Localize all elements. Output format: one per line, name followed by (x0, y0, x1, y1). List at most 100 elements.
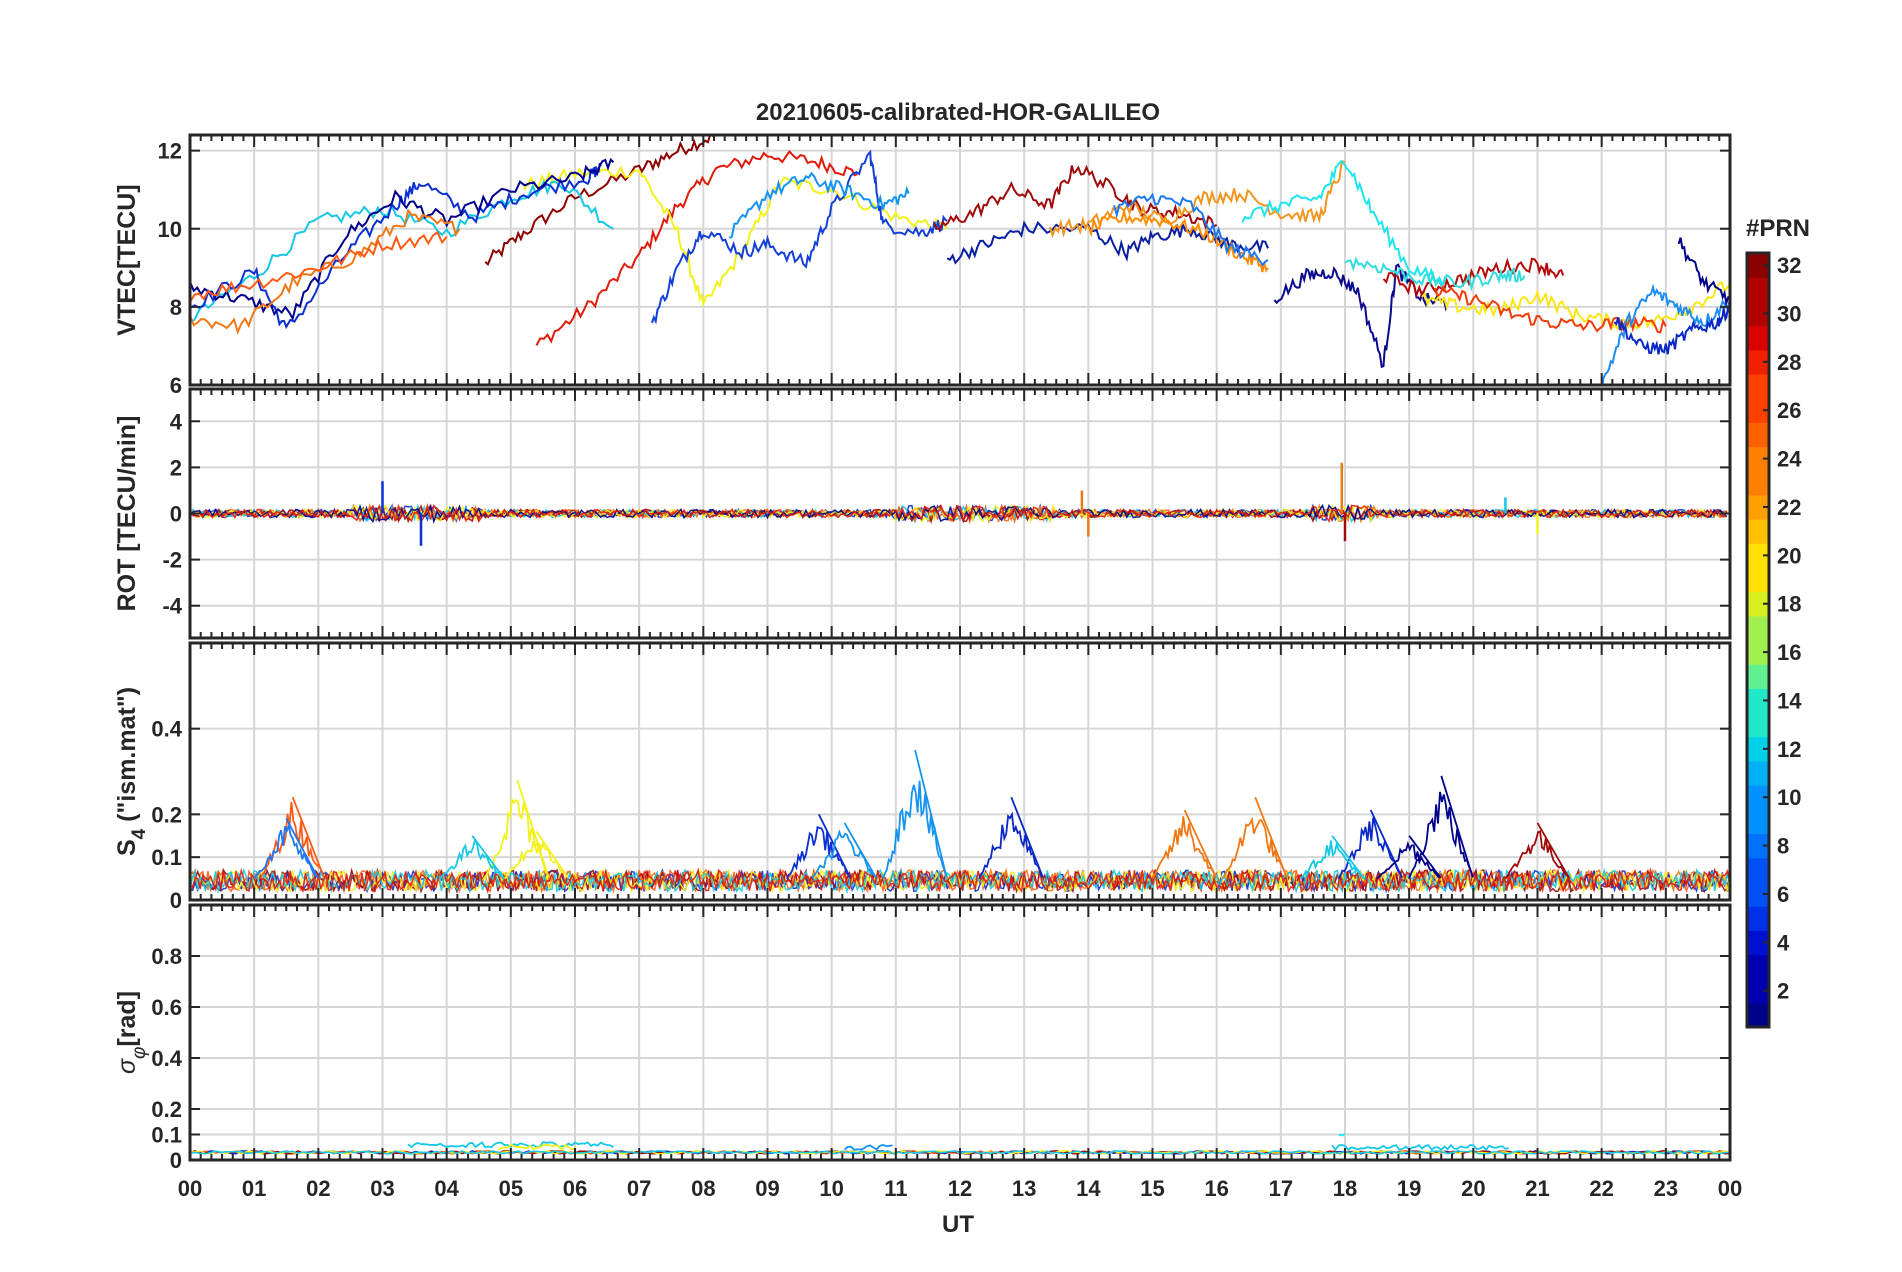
colorbar-cell (1747, 446, 1769, 472)
colorbar-title: #PRN (1746, 215, 1810, 242)
colorbar-cell (1747, 398, 1769, 423)
y-tick-label: 6 (170, 373, 182, 398)
colorbar-tick-label: 20 (1777, 543, 1801, 568)
x-tick-label: 09 (755, 1176, 779, 1201)
colorbar-cell (1747, 785, 1769, 810)
y-tick-label: 0.1 (151, 845, 182, 870)
colorbar-tick-label: 16 (1777, 640, 1801, 665)
x-tick-label: 02 (306, 1176, 330, 1201)
x-tick-label: 07 (627, 1176, 651, 1201)
plot-area (190, 135, 1730, 385)
x-tick-label: 17 (1269, 1176, 1293, 1201)
colorbar-cell (1747, 833, 1769, 859)
colorbar-cell (1747, 494, 1769, 520)
colorbar-cell (1747, 688, 1769, 714)
chart-title: 20210605-calibrated-HOR-GALILEO (756, 99, 1160, 126)
y-label-rest: [rad] (113, 991, 141, 1047)
s4-spike (1504, 822, 1570, 880)
vtec-series-line (522, 165, 949, 308)
s4-spike (978, 796, 1044, 879)
y-tick-label: 0 (170, 502, 182, 527)
colorbar-cell (1747, 615, 1769, 641)
x-axis-label: UT (942, 1211, 974, 1238)
colorbar-cell (1747, 543, 1769, 569)
s4-spike (1222, 796, 1288, 880)
colorbar-cell (1747, 930, 1769, 956)
y-axis-label: VTEC[TECU] (113, 184, 141, 335)
colorbar-tick-label: 4 (1777, 930, 1790, 955)
y-tick-label: 0.2 (151, 1097, 182, 1122)
colorbar-cell (1747, 857, 1769, 883)
x-tick-label: 00 (1718, 1176, 1742, 1201)
rot-series-line (190, 503, 1728, 525)
vtec-series-line (933, 164, 1218, 231)
vtec-series-line (190, 157, 615, 322)
vtec-series-line (1241, 159, 1449, 288)
vtec-series-line (1382, 257, 1565, 299)
colorbar-frame (1745, 251, 1771, 1029)
x-tick-label: 04 (434, 1176, 459, 1201)
y-tick-label: 0.8 (151, 944, 182, 969)
sigma-bump (407, 1141, 614, 1149)
x-tick-label: 03 (370, 1176, 394, 1201)
colorbar-cell (1747, 373, 1769, 399)
vtec-series-line (190, 179, 614, 324)
y-tick-label: 0.6 (151, 995, 182, 1020)
y-tick-label: -4 (162, 594, 182, 619)
colorbar-tick-label: 10 (1777, 785, 1801, 810)
y-tick-label: 0.4 (151, 717, 182, 742)
colorbar-tick-label: 14 (1777, 688, 1802, 713)
sigma-bump (1331, 1143, 1509, 1152)
y-tick-label: 0.1 (151, 1123, 182, 1148)
colorbar-cell (1747, 978, 1769, 1004)
colorbar-tick-label: 30 (1777, 301, 1801, 326)
colorbar-cell (1747, 325, 1769, 351)
x-tick-label: 22 (1589, 1176, 1613, 1201)
x-tick-label: 01 (242, 1176, 266, 1201)
colorbar-tick-label: 6 (1777, 882, 1789, 907)
colorbar-cell (1747, 349, 1769, 375)
y-label-main: S (113, 839, 141, 856)
colorbar-tick-label: 28 (1777, 350, 1801, 375)
y-tick-label: 0.4 (151, 1046, 182, 1071)
x-tick-label: 20 (1461, 1176, 1485, 1201)
x-tick-label: 14 (1076, 1176, 1101, 1201)
colorbar-cell (1747, 519, 1769, 544)
s4-spike (484, 779, 550, 879)
s4-spike (1151, 809, 1217, 879)
y-tick-label: 10 (158, 217, 182, 242)
y-label-sub: 4 (129, 828, 150, 839)
colorbar-tick-label: 18 (1777, 592, 1801, 617)
colorbar-cell (1747, 954, 1769, 980)
plot-area (190, 462, 1728, 546)
y-tick-label: -2 (162, 548, 182, 573)
x-tick-label: 06 (563, 1176, 587, 1201)
s4-spike (1376, 835, 1442, 880)
y-axis-label: S4 ("ism.mat") (113, 687, 150, 856)
x-tick-label: 00 (178, 1176, 202, 1201)
y-label-main: σ (113, 1058, 141, 1074)
colorbar-tick-label: 22 (1777, 495, 1801, 520)
x-tick-label: 12 (948, 1176, 972, 1201)
colorbar-cell (1747, 664, 1769, 689)
colorbar-cell (1747, 712, 1769, 738)
y-axis-label: ROT [TECU/min] (113, 416, 141, 612)
s4-spike (439, 835, 505, 880)
y-tick-label: 0.2 (151, 802, 182, 827)
colorbar-tick-label: 8 (1777, 834, 1789, 859)
panel-s4: 00.10.20.4S4 ("ism.mat") (113, 641, 1732, 913)
colorbar-cell (1747, 736, 1769, 762)
y-label-sub: φ (129, 1047, 150, 1059)
y-tick-label: 4 (170, 409, 183, 434)
s4-spike (1337, 809, 1403, 880)
vtec-series-line (1273, 263, 1449, 369)
colorbar-cell (1747, 881, 1769, 907)
vtec-series-line (190, 230, 448, 303)
s4-spike (1299, 835, 1365, 880)
x-tick-label: 08 (691, 1176, 715, 1201)
x-tick-label: 18 (1333, 1176, 1357, 1201)
colorbar-cell (1747, 422, 1769, 448)
plot-area (190, 749, 1730, 895)
colorbar-cell (1747, 906, 1769, 931)
